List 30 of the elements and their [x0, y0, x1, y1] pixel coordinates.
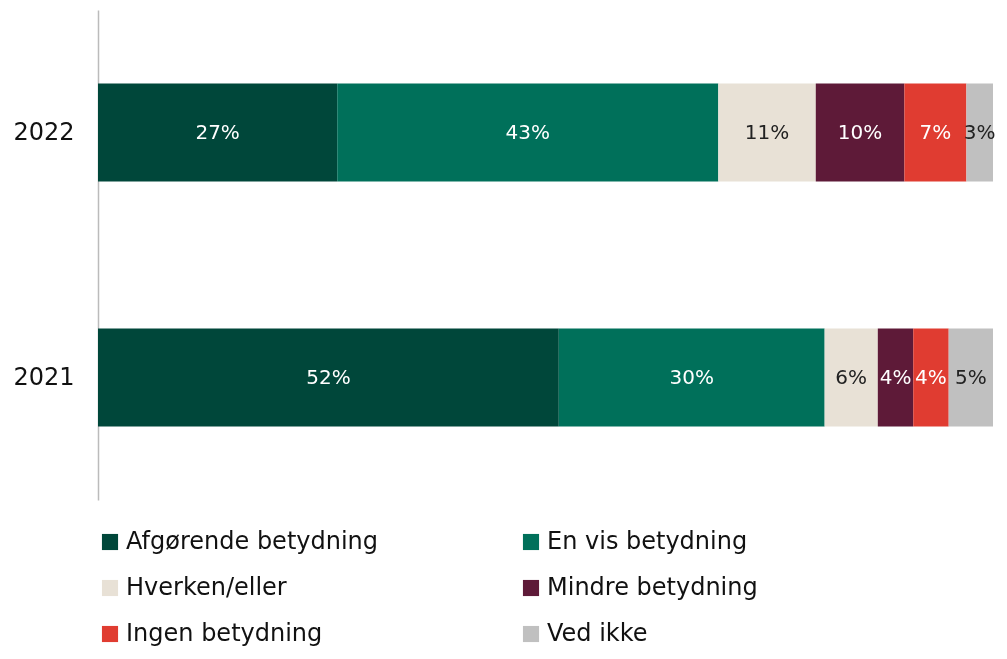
bar: [98, 328, 559, 427]
data-label: 52%: [306, 364, 351, 389]
bar: [948, 328, 993, 427]
bar: [815, 83, 905, 182]
bar: [718, 83, 816, 182]
bar: [824, 328, 878, 427]
bar: [558, 328, 825, 427]
data-label: 27%: [195, 119, 240, 144]
legend-label: Ingen betydning: [126, 619, 323, 647]
legend-label: Mindre betydning: [547, 573, 758, 601]
data-label: 43%: [505, 119, 550, 144]
y-tick-label: 2022: [13, 117, 75, 146]
bar: [337, 83, 719, 182]
data-label: 6%: [835, 364, 868, 389]
legend-label: Afgørende betydning: [126, 527, 379, 555]
data-label: 30%: [669, 364, 714, 389]
data-label: 11%: [744, 119, 790, 144]
bar: [913, 328, 949, 427]
data-label: 7%: [919, 119, 952, 144]
legend-label: Ved ikke: [547, 619, 648, 647]
legend-label: Hverken/eller: [126, 573, 287, 601]
bar: [904, 83, 967, 182]
bar: [877, 328, 914, 427]
data-label: 5%: [954, 364, 987, 389]
data-label: 10%: [837, 119, 883, 144]
legend-label: En vis betydning: [547, 527, 748, 555]
data-label: 4%: [879, 364, 912, 389]
bar: [98, 83, 338, 182]
data-label: 4%: [915, 364, 947, 389]
y-tick-label: 2021: [13, 362, 75, 391]
